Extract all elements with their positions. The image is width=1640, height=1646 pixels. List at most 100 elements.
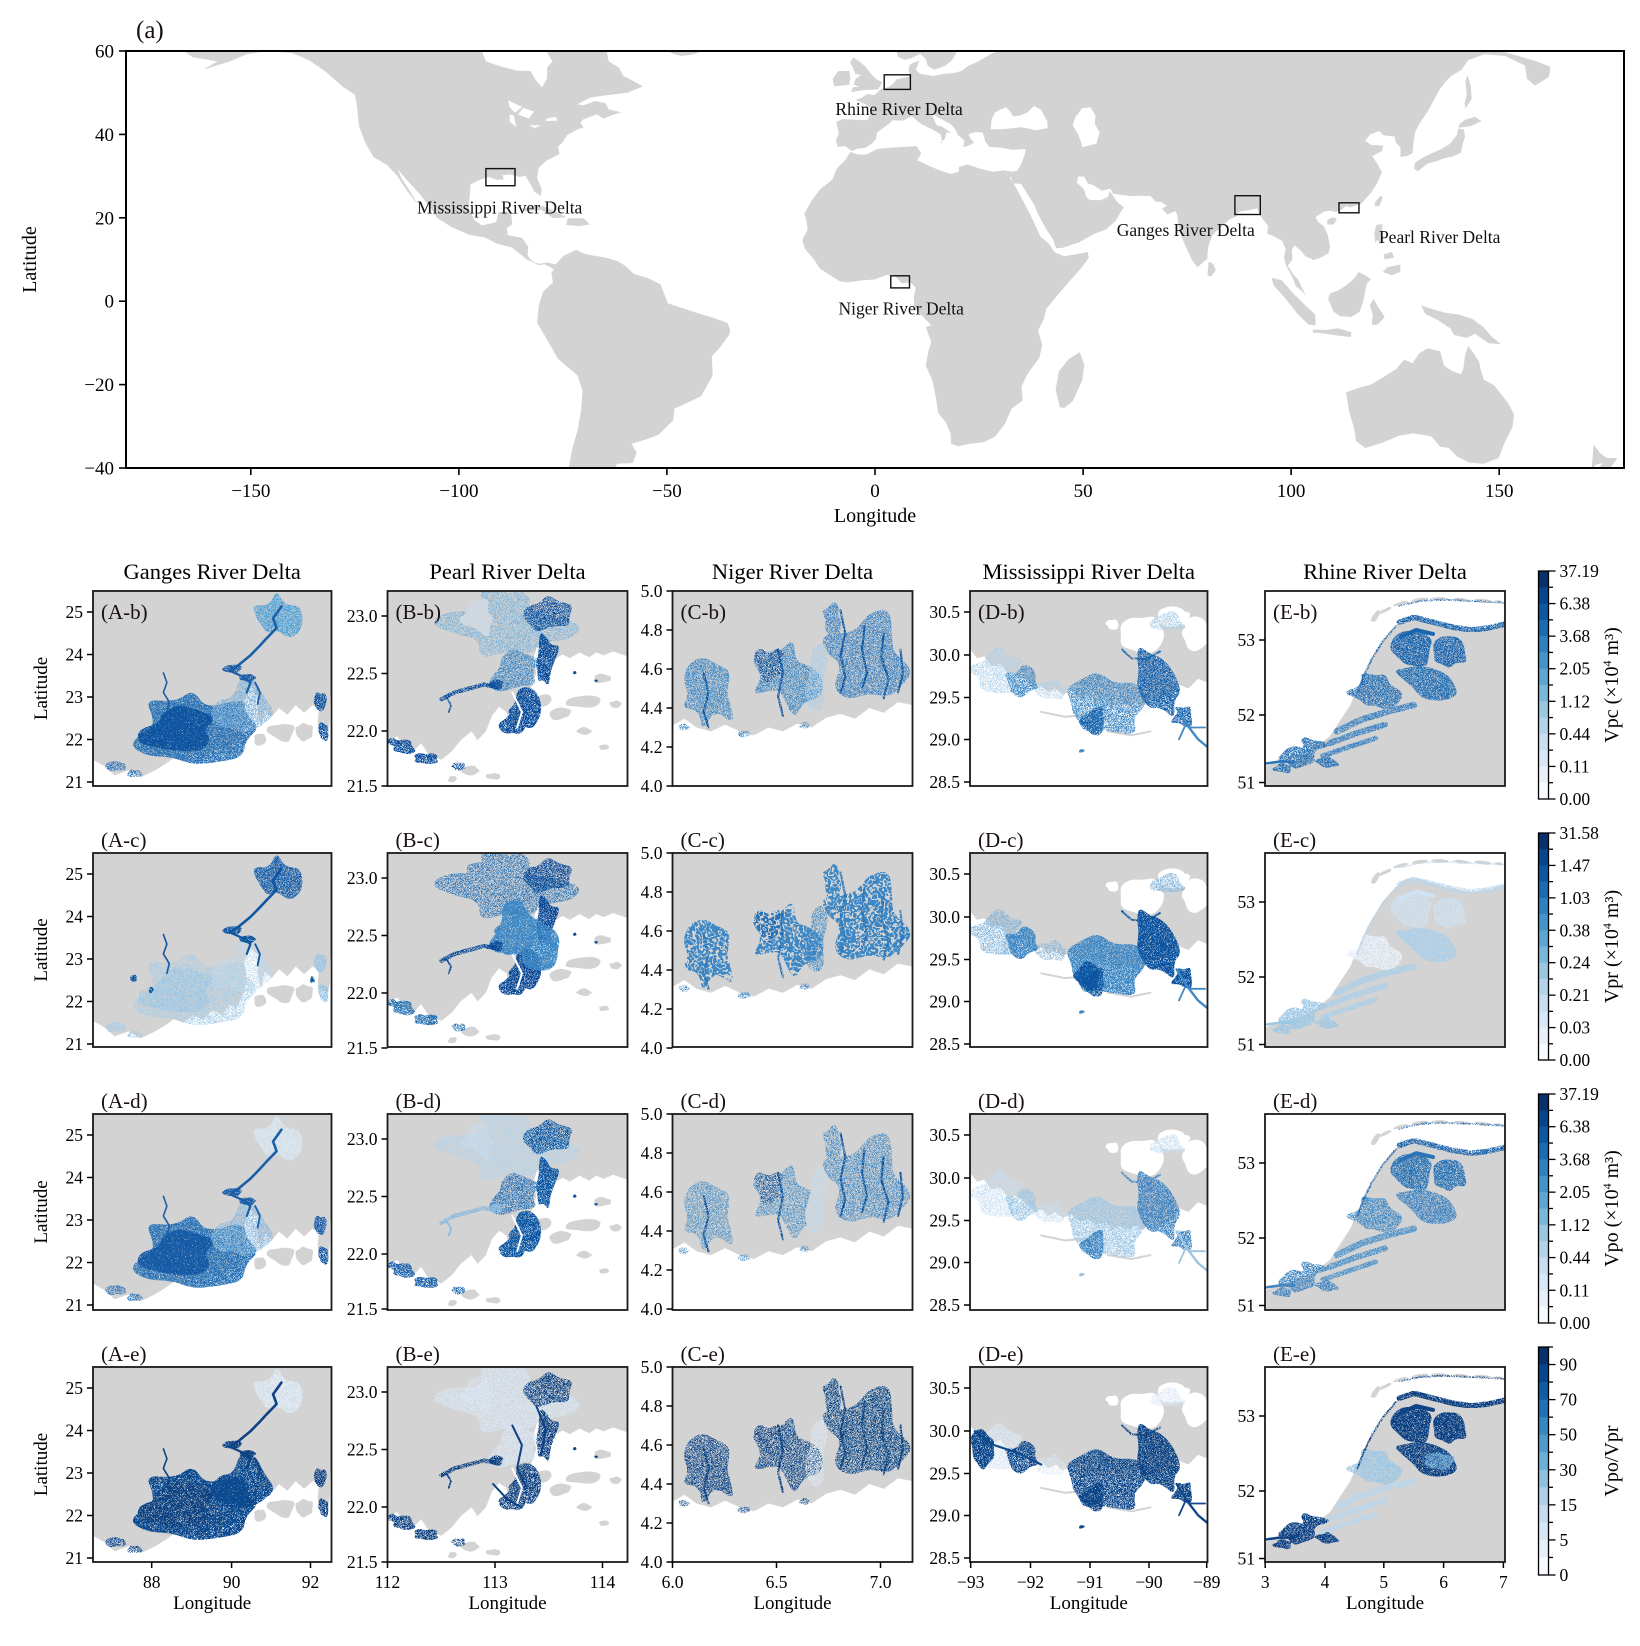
svg-text:21: 21: [66, 772, 84, 792]
svg-text:88: 88: [143, 1572, 161, 1592]
svg-text:60: 60: [95, 42, 114, 63]
svg-text:4.6: 4.6: [641, 659, 663, 679]
svg-text:22: 22: [66, 1506, 84, 1526]
svg-text:114: 114: [590, 1572, 616, 1592]
svg-text:1.47: 1.47: [1560, 855, 1591, 875]
svg-text:22: 22: [66, 730, 84, 750]
svg-text:4.8: 4.8: [641, 1396, 663, 1416]
svg-text:21: 21: [66, 1295, 84, 1315]
svg-text:0.03: 0.03: [1560, 1018, 1591, 1038]
svg-text:5.0: 5.0: [641, 1357, 663, 1377]
svg-text:Longitude: Longitude: [468, 1593, 546, 1614]
svg-text:22: 22: [66, 992, 84, 1012]
svg-text:2.05: 2.05: [1560, 659, 1591, 679]
svg-text:Ganges River Delta: Ganges River Delta: [1117, 220, 1255, 240]
svg-text:(B-b): (B-b): [396, 600, 442, 624]
svg-text:92: 92: [302, 1572, 320, 1592]
svg-text:23.0: 23.0: [347, 868, 378, 888]
svg-text:Vpo (×104 m³): Vpo (×104 m³): [1600, 1150, 1623, 1267]
svg-text:(D-b): (D-b): [978, 600, 1025, 624]
svg-text:30.0: 30.0: [929, 907, 960, 927]
svg-text:50: 50: [1074, 481, 1093, 502]
svg-text:0.21: 0.21: [1560, 985, 1591, 1005]
svg-text:51: 51: [1238, 773, 1256, 793]
svg-text:0.00: 0.00: [1560, 1313, 1591, 1333]
svg-text:21.5: 21.5: [347, 776, 378, 796]
svg-text:0.00: 0.00: [1560, 789, 1591, 809]
svg-text:(E-c): (E-c): [1273, 828, 1316, 852]
svg-text:4.6: 4.6: [641, 921, 663, 941]
svg-text:37.19: 37.19: [1560, 1084, 1600, 1104]
svg-text:23.0: 23.0: [347, 606, 378, 626]
svg-text:4.8: 4.8: [641, 1143, 663, 1163]
svg-text:5.0: 5.0: [641, 581, 663, 601]
svg-text:52: 52: [1238, 705, 1256, 725]
svg-text:28.5: 28.5: [929, 772, 960, 792]
svg-text:100: 100: [1277, 481, 1306, 502]
svg-text:28.5: 28.5: [929, 1548, 960, 1568]
svg-text:112: 112: [375, 1572, 401, 1592]
svg-text:Vpr (×104 m³): Vpr (×104 m³): [1600, 890, 1623, 1003]
svg-text:(a): (a): [136, 17, 164, 44]
svg-text:23: 23: [66, 687, 84, 707]
svg-text:Mississippi River Delta: Mississippi River Delta: [417, 198, 583, 218]
svg-text:25: 25: [66, 864, 84, 884]
svg-text:6.38: 6.38: [1560, 594, 1591, 614]
svg-text:29.0: 29.0: [929, 1253, 960, 1273]
svg-text:4.4: 4.4: [641, 1221, 663, 1241]
svg-text:0.44: 0.44: [1560, 1248, 1591, 1268]
svg-text:0.00: 0.00: [1560, 1050, 1591, 1070]
svg-text:1.12: 1.12: [1560, 691, 1591, 711]
svg-text:4.6: 4.6: [641, 1182, 663, 1202]
svg-text:30.5: 30.5: [929, 602, 960, 622]
svg-text:Latitude: Latitude: [31, 657, 52, 720]
svg-text:28.5: 28.5: [929, 1034, 960, 1054]
svg-text:29.0: 29.0: [929, 730, 960, 750]
svg-text:4.2: 4.2: [641, 1513, 663, 1533]
svg-text:29.5: 29.5: [929, 1464, 960, 1484]
svg-text:22.0: 22.0: [347, 1244, 378, 1264]
svg-text:Latitude: Latitude: [31, 1180, 52, 1243]
svg-text:22.0: 22.0: [347, 721, 378, 741]
svg-text:4.2: 4.2: [641, 999, 663, 1019]
svg-text:7.0: 7.0: [870, 1572, 892, 1592]
svg-text:−93: −93: [957, 1572, 985, 1592]
svg-text:23.0: 23.0: [347, 1129, 378, 1149]
svg-text:31.58: 31.58: [1560, 823, 1600, 843]
svg-text:Niger River Delta: Niger River Delta: [839, 299, 965, 319]
svg-text:29.5: 29.5: [929, 688, 960, 708]
svg-text:5.0: 5.0: [641, 843, 663, 863]
svg-text:4.4: 4.4: [641, 698, 663, 718]
svg-text:3.68: 3.68: [1560, 626, 1591, 646]
svg-text:4.4: 4.4: [641, 1474, 663, 1494]
svg-text:5.0: 5.0: [641, 1104, 663, 1124]
svg-text:(B-e): (B-e): [396, 1342, 440, 1366]
svg-text:21.5: 21.5: [347, 1038, 378, 1058]
svg-text:Pearl River Delta: Pearl River Delta: [1379, 227, 1501, 247]
svg-text:23.0: 23.0: [347, 1382, 378, 1402]
svg-text:−91: −91: [1076, 1572, 1103, 1592]
svg-text:(C-e): (C-e): [681, 1342, 725, 1366]
svg-text:29.5: 29.5: [929, 950, 960, 970]
svg-text:6.5: 6.5: [766, 1572, 788, 1592]
svg-text:−92: −92: [1017, 1572, 1044, 1592]
svg-text:53: 53: [1238, 892, 1256, 912]
svg-text:(D-c): (D-c): [978, 828, 1023, 852]
svg-text:Vpo/Vpr: Vpo/Vpr: [1601, 1425, 1623, 1496]
svg-text:Niger River Delta: Niger River Delta: [712, 559, 873, 584]
svg-text:24: 24: [66, 1168, 84, 1188]
svg-text:(E-b): (E-b): [1273, 600, 1317, 624]
svg-text:24: 24: [66, 645, 84, 665]
svg-text:0.38: 0.38: [1560, 920, 1591, 940]
svg-text:−100: −100: [439, 481, 478, 502]
svg-text:(D-d): (D-d): [978, 1089, 1025, 1113]
svg-text:4.2: 4.2: [641, 737, 663, 757]
svg-text:Mississippi River Delta: Mississippi River Delta: [983, 559, 1196, 584]
svg-text:30.0: 30.0: [929, 1168, 960, 1188]
svg-text:0: 0: [1560, 1565, 1569, 1585]
svg-text:4.2: 4.2: [641, 1260, 663, 1280]
svg-text:Pearl River Delta: Pearl River Delta: [429, 559, 585, 584]
svg-text:4: 4: [1321, 1572, 1330, 1592]
svg-text:25: 25: [66, 602, 84, 622]
svg-text:Longitude: Longitude: [1050, 1593, 1128, 1614]
